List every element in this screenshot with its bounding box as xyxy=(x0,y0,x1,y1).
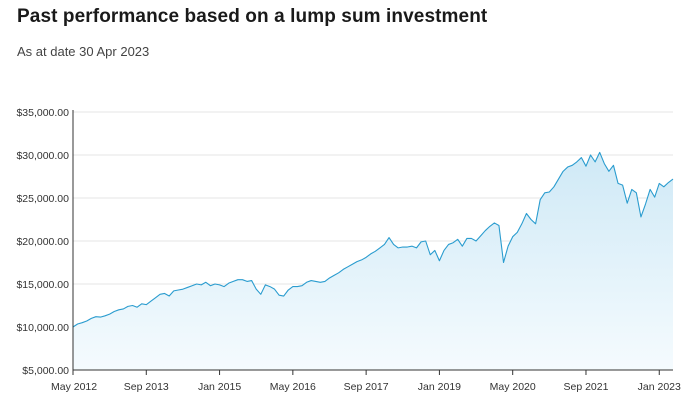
series-area xyxy=(73,152,673,370)
y-tick-label: $25,000.00 xyxy=(16,193,69,205)
x-tick-label: Sep 2017 xyxy=(344,381,389,393)
axes xyxy=(72,110,673,371)
y-tick-label: $5,000.00 xyxy=(22,365,69,377)
series-line xyxy=(72,151,674,328)
x-tick-label: May 2020 xyxy=(490,381,536,393)
y-tick-label: $20,000.00 xyxy=(16,236,69,248)
x-tick-label: May 2016 xyxy=(270,381,316,393)
y-tick-label: $10,000.00 xyxy=(16,322,69,334)
x-axis-ticks: May 2012 Sep 2013 Jan 2015 May 2016 Sep 2017… xyxy=(51,370,681,393)
x-tick-label: Jan 2023 xyxy=(638,381,681,393)
chart-title: Past performance based on a lump sum inv… xyxy=(17,6,488,27)
series-line-layer xyxy=(72,151,674,328)
x-tick-label: May 2012 xyxy=(51,381,97,393)
x-tick-label: Jan 2015 xyxy=(198,381,241,393)
x-tick-label: Sep 2013 xyxy=(124,381,169,393)
y-tick-label: $30,000.00 xyxy=(16,150,69,162)
y-axis-ticks: $5,000.00 $10,000.00 $15,000.00 $20,000.00 $… xyxy=(16,107,69,377)
area-fill-layer xyxy=(73,152,673,370)
x-tick-label: Jan 2019 xyxy=(418,381,461,393)
y-tick-label: $15,000.00 xyxy=(16,279,69,291)
x-tick-label: Sep 2021 xyxy=(563,381,608,393)
y-tick-label: $35,000.00 xyxy=(16,107,69,119)
chart-subtitle: As at date 30 Apr 2023 xyxy=(17,44,150,59)
